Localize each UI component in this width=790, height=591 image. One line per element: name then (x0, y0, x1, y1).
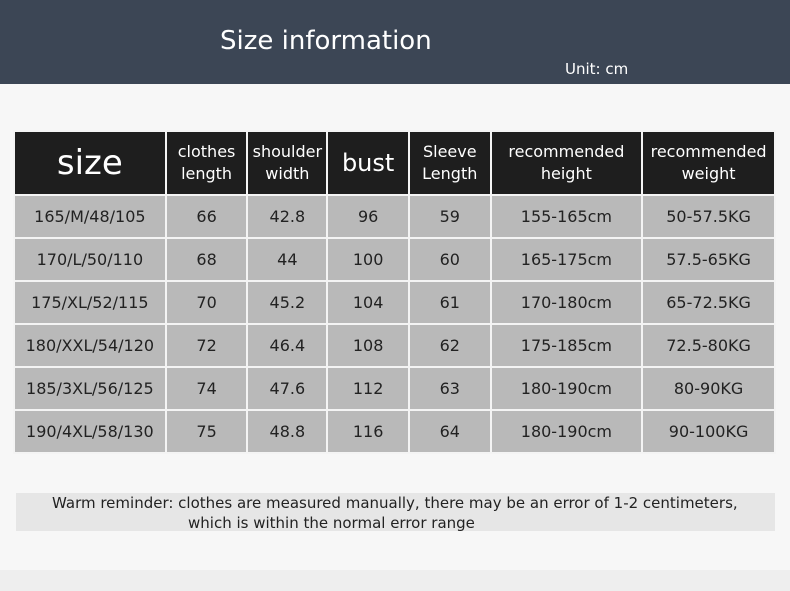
table-cell: 180-190cm (489, 409, 644, 454)
reminder-line-1: Warm reminder: clothes are measured manu… (52, 494, 738, 512)
table-cell: 155-165cm (489, 194, 644, 239)
table-cell: 165-175cm (489, 237, 644, 282)
table-cell: 57.5-65KG (641, 237, 776, 282)
table-row: 185/3XL/56/125 74 47.6 112 63 180-190cm 80-90K… (13, 366, 776, 411)
table-cell: 175-185cm (489, 323, 644, 368)
column-header: shoulder width (246, 130, 329, 196)
table-cell: 62 (407, 323, 492, 368)
table-cell: 74 (164, 366, 249, 411)
table-cell: 116 (326, 409, 410, 454)
table-cell: 47.6 (246, 366, 329, 411)
table-cell: 63 (407, 366, 492, 411)
column-header: bust (326, 130, 410, 196)
table-cell: 72.5-80KG (641, 323, 776, 368)
table-cell: 170/L/50/110 (13, 237, 167, 282)
page-title: Size information (220, 26, 432, 56)
table-cell: 59 (407, 194, 492, 239)
column-header: recommended height (489, 130, 644, 196)
table-cell: 72 (164, 323, 249, 368)
table-cell: 46.4 (246, 323, 329, 368)
bottom-strip (0, 570, 790, 591)
table-cell: 65-72.5KG (641, 280, 776, 325)
column-header: size (13, 130, 167, 196)
table-cell: 48.8 (246, 409, 329, 454)
table-cell: 112 (326, 366, 410, 411)
table-cell: 61 (407, 280, 492, 325)
table-cell: 45.2 (246, 280, 329, 325)
table-cell: 50-57.5KG (641, 194, 776, 239)
table-cell: 175/XL/52/115 (13, 280, 167, 325)
table-row: 165/M/48/105 66 42.8 96 59 155-165cm 50-57.5KG (13, 194, 776, 239)
table-cell: 108 (326, 323, 410, 368)
table-header-row: size clothes length shoulder width bust Slee… (13, 130, 776, 196)
table-cell: 190/4XL/58/130 (13, 409, 167, 454)
table-row: 190/4XL/58/130 75 48.8 116 64 180-190cm 90-100… (13, 409, 776, 454)
table-row: 175/XL/52/115 70 45.2 104 61 170-180cm 65-72.5… (13, 280, 776, 325)
table-cell: 75 (164, 409, 249, 454)
table-cell: 90-100KG (641, 409, 776, 454)
table-row: 170/L/50/110 68 44 100 60 165-175cm 57.5-65KG (13, 237, 776, 282)
table-row: 180/XXL/54/120 72 46.4 108 62 175-185cm 72.5-8… (13, 323, 776, 368)
table-cell: 96 (326, 194, 410, 239)
table-cell: 104 (326, 280, 410, 325)
table-cell: 60 (407, 237, 492, 282)
table-cell: 100 (326, 237, 410, 282)
size-table: size clothes length shoulder width bust Slee… (13, 130, 776, 454)
table-cell: 44 (246, 237, 329, 282)
table-cell: 66 (164, 194, 249, 239)
reminder-line-2: which is within the normal error range (188, 514, 475, 532)
column-header: clothes length (164, 130, 249, 196)
header-banner: Size information Unit: cm (0, 0, 790, 84)
table-cell: 70 (164, 280, 249, 325)
warm-reminder: Warm reminder: clothes are measured manu… (16, 493, 775, 532)
table-cell: 180-190cm (489, 366, 644, 411)
table-cell: 64 (407, 409, 492, 454)
table-cell: 185/3XL/56/125 (13, 366, 167, 411)
column-header: recommended weight (641, 130, 776, 196)
column-header: Sleeve Length (407, 130, 492, 196)
table-cell: 42.8 (246, 194, 329, 239)
table-cell: 80-90KG (641, 366, 776, 411)
table-cell: 68 (164, 237, 249, 282)
table-cell: 170-180cm (489, 280, 644, 325)
unit-label: Unit: cm (565, 60, 629, 78)
table-cell: 165/M/48/105 (13, 194, 167, 239)
table-cell: 180/XXL/54/120 (13, 323, 167, 368)
